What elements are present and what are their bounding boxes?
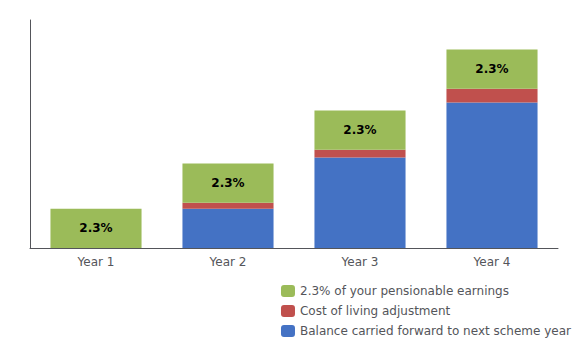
svg-text:Year 4: Year 4 <box>473 255 511 269</box>
svg-text:2.3% of your pensionable earni: 2.3% of your pensionable earnings <box>300 284 509 298</box>
svg-text:2.3%: 2.3% <box>211 176 244 190</box>
svg-text:Balance carried forward to nex: Balance carried forward to next scheme y… <box>300 324 571 338</box>
svg-text:Year 1: Year 1 <box>77 255 115 269</box>
svg-text:Year 2: Year 2 <box>209 255 247 269</box>
svg-text:Cost of living adjustment: Cost of living adjustment <box>300 304 451 318</box>
svg-text:2.3%: 2.3% <box>475 62 508 76</box>
svg-text:2.3%: 2.3% <box>79 221 112 235</box>
svg-text:Year 3: Year 3 <box>341 255 379 269</box>
svg-text:2.3%: 2.3% <box>343 123 376 137</box>
